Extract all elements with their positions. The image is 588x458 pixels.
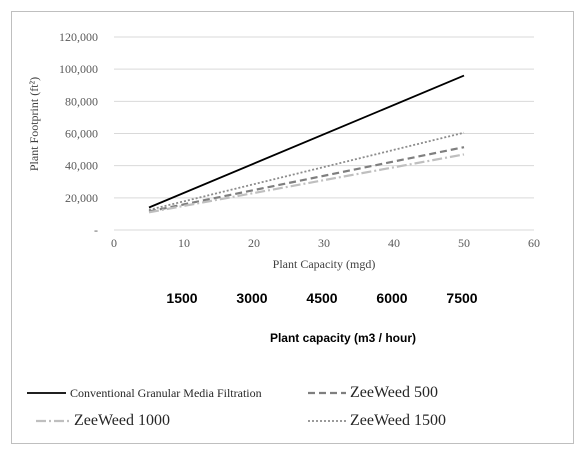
x-tick-label: 20: [248, 236, 260, 250]
legend-label: ZeeWeed 1000: [74, 412, 170, 429]
legend-label: ZeeWeed 500: [350, 384, 438, 401]
series-lines: [148, 74, 465, 214]
y-tick-label: 100,000: [59, 62, 98, 76]
gridlines: [114, 36, 534, 231]
m3-axis-ticks: 1500 3000 4500 6000 7500: [166, 290, 477, 306]
x-tick-label: 50: [458, 236, 470, 250]
x-tick-label: 30: [318, 236, 330, 250]
figure-frame: [11, 11, 574, 444]
y-tick-label: 40,000: [65, 159, 98, 173]
y-tick-label: -: [94, 223, 98, 237]
series-line-0: [148, 74, 465, 209]
y-tick-label: 20,000: [65, 191, 98, 205]
x-axis-ticks: 0 10 20 30 40 50 60: [111, 236, 540, 250]
x-tick-label: 60: [528, 236, 540, 250]
y-axis-ticks: - 20,000 40,000 60,000 80,000 100,000 120,000: [59, 30, 98, 237]
x-tick-label: 10: [178, 236, 190, 250]
series-line-1: [148, 146, 465, 213]
series-line-2: [148, 153, 465, 214]
m3-tick-label: 1500: [166, 290, 197, 306]
m3-tick-label: 6000: [376, 290, 407, 306]
x-tick-label: 40: [388, 236, 400, 250]
x-axis-title: Plant Capacity (mgd): [273, 257, 376, 271]
x-tick-label: 0: [111, 236, 117, 250]
y-tick-label: 120,000: [59, 30, 98, 44]
y-tick-label: 80,000: [65, 94, 98, 108]
m3-tick-label: 4500: [306, 290, 337, 306]
legend: Conventional Granular Media Filtration Ze…: [27, 384, 446, 429]
y-axis-title: Plant Footprint (ft²): [27, 77, 41, 171]
legend-label: ZeeWeed 1500: [350, 412, 446, 429]
m3-tick-label: 3000: [236, 290, 267, 306]
m3-tick-label: 7500: [446, 290, 477, 306]
m3-axis-title: Plant capacity (m3 / hour): [270, 331, 416, 345]
legend-label: Conventional Granular Media Filtration: [70, 386, 262, 400]
y-tick-label: 60,000: [65, 127, 98, 141]
